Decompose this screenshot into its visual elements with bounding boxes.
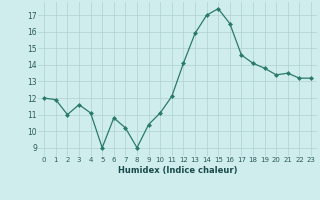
- X-axis label: Humidex (Indice chaleur): Humidex (Indice chaleur): [118, 166, 237, 175]
